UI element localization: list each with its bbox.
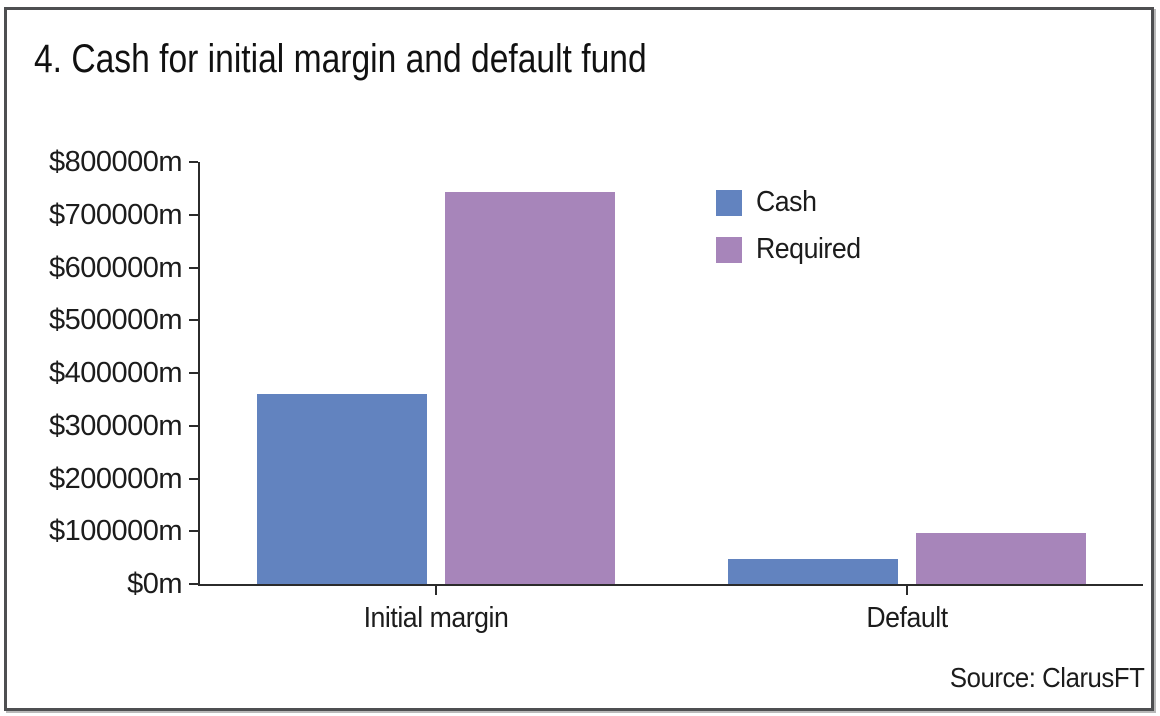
legend-label: Cash <box>756 186 817 218</box>
y-tick-label: $800000m <box>48 146 183 178</box>
y-tick-mark <box>189 530 198 533</box>
y-tick-label: $700000m <box>48 198 183 231</box>
x-tick-mark <box>434 586 437 595</box>
x-category-label: Initial margin <box>363 602 509 634</box>
x-category-label: Default <box>866 602 949 634</box>
y-tick-label: $600000m <box>48 251 183 284</box>
y-tick-label: $100000m <box>48 515 183 548</box>
y-tick-mark <box>189 319 198 322</box>
x-tick-mark <box>906 586 909 595</box>
legend: Cash Required <box>716 186 870 283</box>
bar-cash-default <box>728 558 899 584</box>
bar-required-default <box>916 532 1087 584</box>
legend-item: Cash <box>716 186 870 218</box>
y-tick-mark <box>189 161 198 163</box>
y-tick-mark <box>189 372 198 374</box>
y-tick-label: $500000m <box>48 304 183 337</box>
y-tick-label: $300000m <box>48 409 183 442</box>
y-tick-label: $0m <box>127 568 182 600</box>
y-tick-mark <box>189 477 198 480</box>
legend-item: Required <box>716 233 870 265</box>
legend-swatch-required <box>716 236 742 263</box>
source-credit: Source: ClarusFT <box>949 662 1145 693</box>
y-tick-label: $200000m <box>48 462 183 495</box>
legend-label: Required <box>756 233 861 265</box>
bar-required-initial-margin <box>444 192 615 584</box>
legend-swatch-cash <box>716 189 742 216</box>
y-tick-mark <box>189 424 198 427</box>
y-tick-label: $400000m <box>48 357 183 389</box>
plot-area <box>198 162 1143 586</box>
bar-cash-initial-margin <box>256 394 427 584</box>
chart-title: 4. Cash for initial margin and default f… <box>34 37 647 81</box>
y-tick-mark <box>189 266 198 269</box>
y-tick-mark <box>189 213 198 216</box>
y-tick-mark <box>189 583 198 585</box>
